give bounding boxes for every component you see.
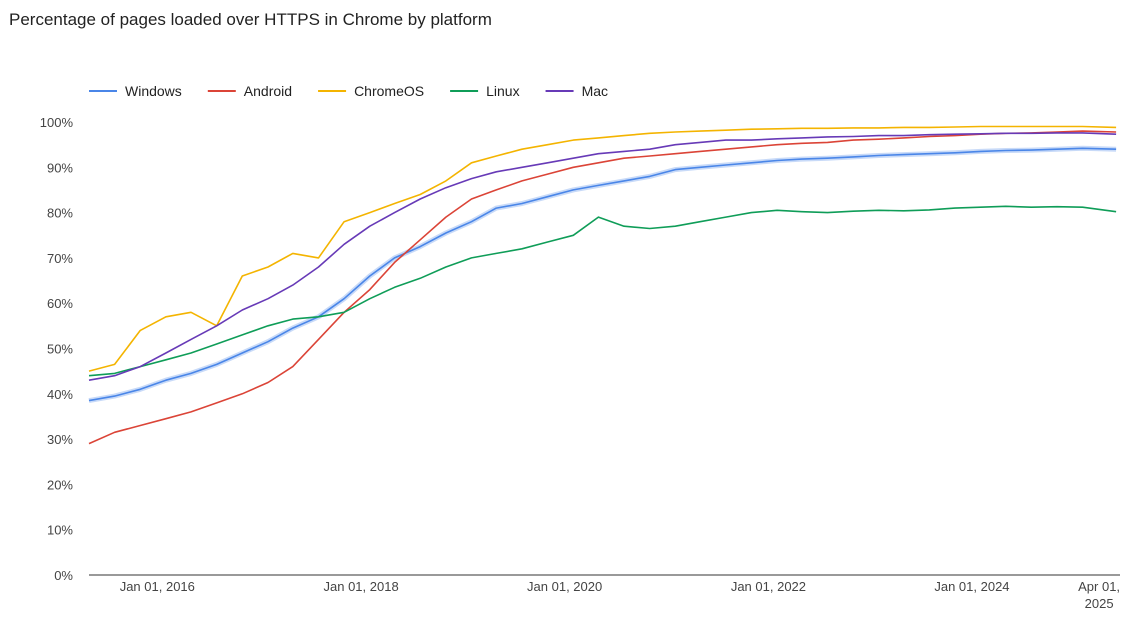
y-tick-label: 10% <box>47 523 73 538</box>
y-tick-label: 60% <box>47 296 73 311</box>
x-tick-label: Apr 01, <box>1078 579 1120 594</box>
series-line-windows[interactable] <box>88 147 1117 402</box>
y-tick-label: 90% <box>47 160 73 175</box>
y-tick-label: 0% <box>54 568 73 583</box>
legend-item-chromeos[interactable]: ChromeOS <box>318 83 424 99</box>
series-line-mac[interactable] <box>88 132 1117 381</box>
y-tick-label: 20% <box>47 477 73 492</box>
y-tick-label: 30% <box>47 432 73 447</box>
legend: Windows Android ChromeOS Linux Mac <box>89 83 608 99</box>
legend-item-android[interactable]: Android <box>207 83 292 99</box>
series-line-chromeos[interactable] <box>88 125 1117 372</box>
x-tick-label: Jan 01, 2022 <box>731 579 806 594</box>
series-layer <box>88 125 1117 445</box>
y-tick-label: 40% <box>47 387 73 402</box>
legend-label: Android <box>244 83 292 99</box>
chart-title: Percentage of pages loaded over HTTPS in… <box>9 10 492 29</box>
x-tick-label: Jan 01, 2020 <box>527 579 602 594</box>
legend-label: Windows <box>125 83 182 99</box>
legend-label: Mac <box>582 83 608 99</box>
legend-item-linux[interactable]: Linux <box>450 83 520 99</box>
legend-label: ChromeOS <box>354 83 424 99</box>
x-tick-label: Jan 01, 2016 <box>120 579 195 594</box>
x-axis: Jan 01, 2016 Jan 01, 2018 Jan 01, 2020 Jan … <box>89 574 1120 611</box>
x-tick-label: Jan 01, 2024 <box>934 579 1009 594</box>
y-tick-label: 50% <box>47 342 73 357</box>
y-tick-label: 70% <box>47 251 73 266</box>
legend-label: Linux <box>486 83 519 99</box>
series-line-android[interactable] <box>88 130 1117 445</box>
series-line-linux[interactable] <box>88 205 1117 377</box>
y-tick-label: 80% <box>47 206 73 221</box>
y-tick-label: 100% <box>40 115 74 130</box>
legend-item-windows[interactable]: Windows <box>89 83 182 99</box>
x-tick-label: Jan 01, 2018 <box>324 579 399 594</box>
y-axis: 0% 10% 20% 30% 40% 50% 60% 70% 80% 90% 100% <box>40 115 74 583</box>
legend-item-mac[interactable]: Mac <box>545 83 608 99</box>
series-line-windows-halo <box>88 145 1117 404</box>
x-tick-label-line2: 2025 <box>1085 596 1114 611</box>
